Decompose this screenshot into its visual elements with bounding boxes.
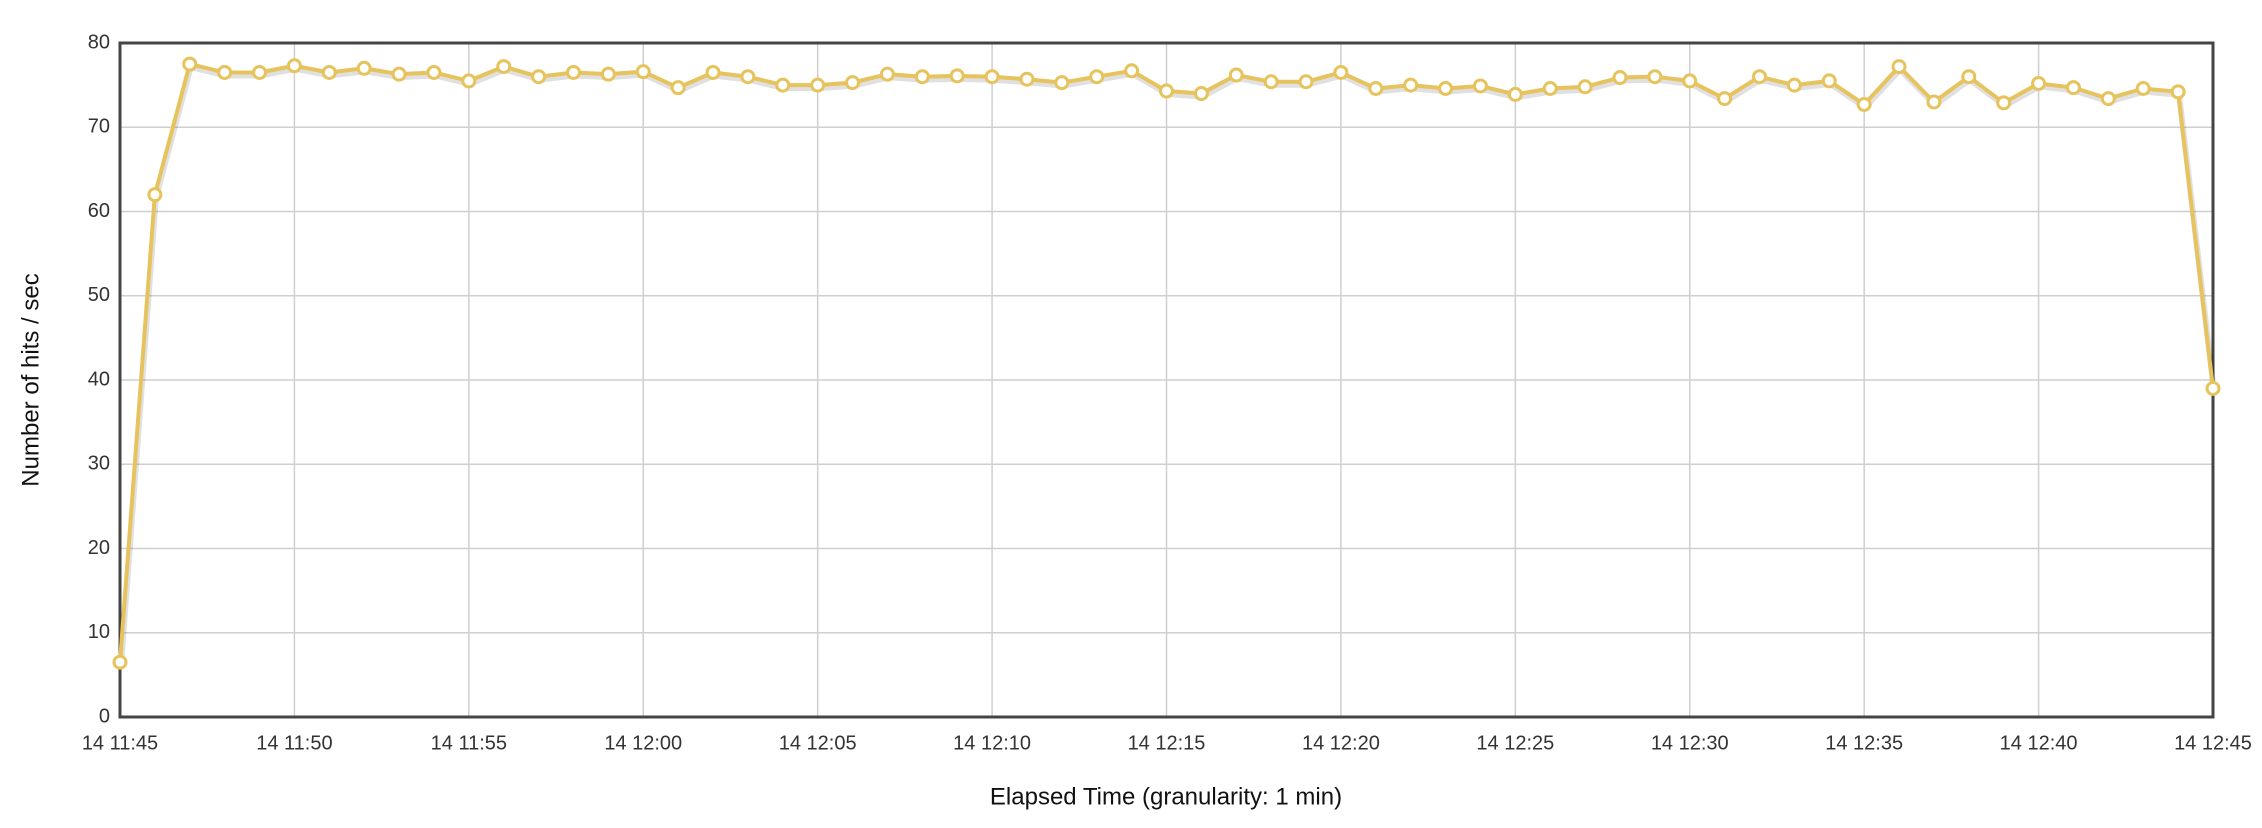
data-point [1089, 69, 1105, 85]
x-tick-label: 14 12:25 [1476, 732, 1554, 754]
data-point [1263, 74, 1279, 90]
data-point [635, 64, 651, 80]
data-point [496, 59, 512, 75]
data-point [1368, 80, 1384, 96]
data-point [391, 66, 407, 82]
data-point [286, 58, 302, 74]
data-point [1961, 69, 1977, 85]
data-point [670, 80, 686, 96]
data-point [147, 187, 163, 203]
data-point [1124, 63, 1140, 79]
data-point [1647, 69, 1663, 85]
data-point [182, 56, 198, 72]
data-point [1333, 64, 1349, 80]
data-point [914, 69, 930, 85]
y-tick-label: 30 [88, 453, 110, 475]
data-point [1996, 95, 2012, 111]
data-point [1752, 69, 1768, 85]
data-point [1507, 86, 1523, 102]
data-point [600, 66, 616, 82]
data-point [845, 75, 861, 91]
data-point [217, 64, 233, 80]
y-tick-label: 0 [99, 705, 110, 727]
data-point [356, 60, 372, 76]
data-point [1019, 71, 1035, 87]
data-point [705, 64, 721, 80]
data-point [2135, 80, 2151, 96]
x-tick-label: 14 12:10 [953, 732, 1031, 754]
data-point [2031, 75, 2047, 91]
data-point [1786, 77, 1802, 93]
data-point [426, 64, 442, 80]
line-shadow [118, 63, 2217, 666]
data-point [321, 64, 337, 80]
data-point [2205, 380, 2221, 396]
data-point [1717, 91, 1733, 107]
y-tick-label: 70 [88, 116, 110, 138]
data-point [1159, 83, 1174, 99]
data-point [112, 654, 128, 670]
data-point [2170, 84, 2186, 100]
data-point [565, 64, 581, 80]
data-point [1054, 75, 1070, 91]
data-point [775, 77, 791, 93]
data-point [2100, 91, 2116, 107]
y-tick-label: 10 [88, 621, 110, 643]
y-tick-label: 60 [88, 200, 110, 222]
y-axis-title: Number of hits / sec [17, 273, 44, 486]
data-point [2065, 80, 2081, 96]
x-tick-label: 14 12:00 [604, 732, 682, 754]
data-point [1472, 78, 1488, 94]
x-tick-label: 14 12:05 [779, 732, 857, 754]
x-tick-label: 14 12:15 [1128, 732, 1206, 754]
data-point [252, 64, 268, 80]
x-tick-label: 14 11:55 [431, 732, 507, 754]
data-point [1891, 59, 1907, 75]
data-point [810, 77, 826, 93]
data-point [984, 69, 1000, 85]
data-point [1193, 86, 1209, 102]
y-tick-label: 40 [88, 368, 110, 390]
data-point [1228, 67, 1244, 83]
data-point [1403, 77, 1419, 93]
data-point [949, 68, 965, 84]
x-tick-label: 14 12:30 [1651, 732, 1729, 754]
data-point [879, 66, 895, 82]
data-point [461, 73, 477, 89]
data-point [531, 69, 547, 85]
x-tick-label: 14 11:45 [82, 732, 158, 754]
data-point [1682, 73, 1698, 89]
data-point [740, 69, 756, 85]
x-tick-label: 14 12:20 [1302, 732, 1380, 754]
y-tick-label: 20 [88, 537, 110, 559]
data-point [1438, 80, 1454, 96]
data-point [1856, 97, 1872, 113]
data-point [1612, 70, 1628, 86]
x-tick-label: 14 12:35 [1825, 732, 1903, 754]
data-point [1298, 74, 1314, 90]
data-point [1821, 73, 1837, 89]
data-point [1577, 79, 1593, 95]
y-tick-label: 80 [88, 31, 110, 53]
x-tick-label: 14 11:50 [256, 732, 332, 754]
x-axis-title: Elapsed Time (granularity: 1 min) [990, 783, 1342, 810]
data-point [1542, 80, 1558, 96]
y-tick-label: 50 [88, 284, 110, 306]
x-tick-label: 14 12:45 [2174, 732, 2252, 754]
data-point [1926, 94, 1942, 110]
x-tick-label: 14 12:40 [2000, 732, 2078, 754]
